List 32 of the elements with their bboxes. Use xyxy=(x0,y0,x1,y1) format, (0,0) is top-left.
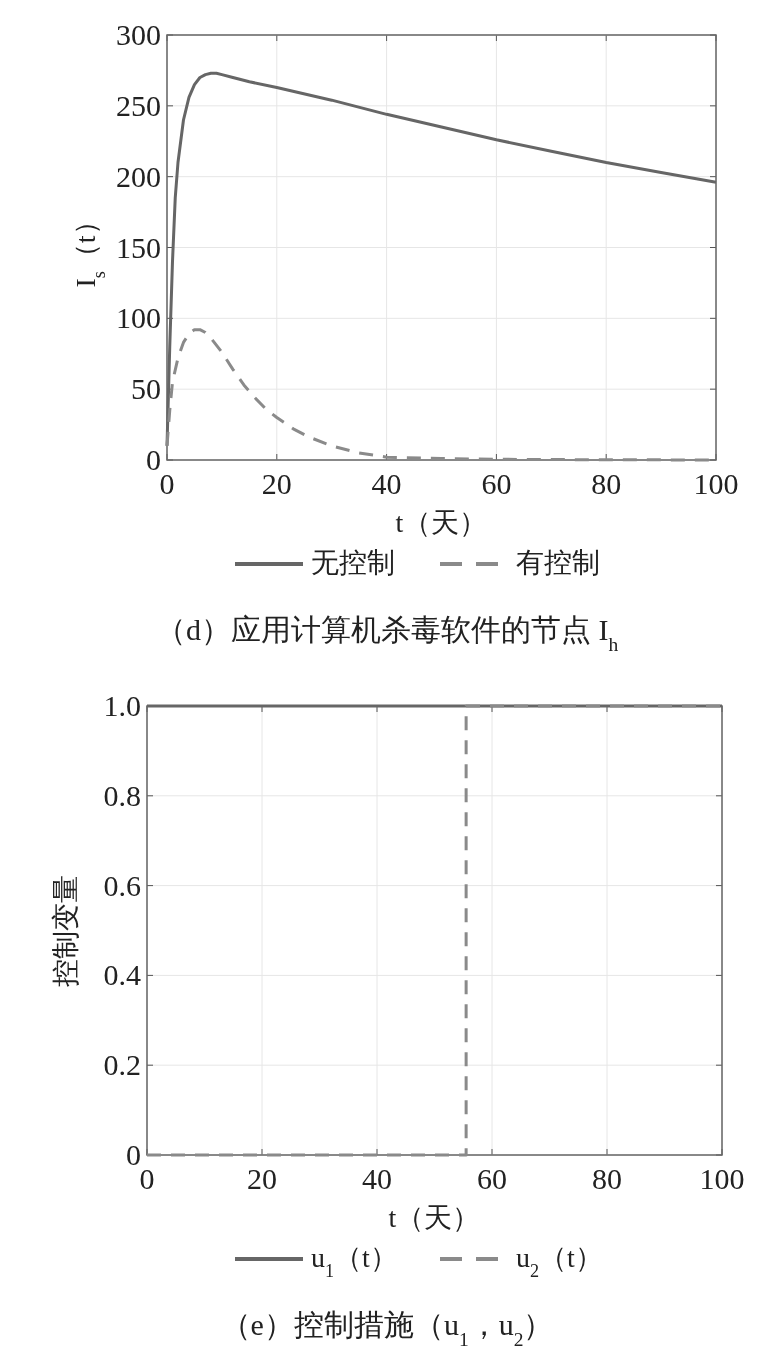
y-tick-label: 200 xyxy=(116,159,161,193)
x-tick-label: 40 xyxy=(371,467,402,500)
x-tick-label: 20 xyxy=(261,467,292,500)
y-tick-label: 50 xyxy=(131,372,161,406)
y-tick-label: 0.6 xyxy=(103,868,141,902)
x-tick-label: 80 xyxy=(591,467,622,500)
text: （e）控制措施（u$_{1}$，u$_{2}$） xyxy=(220,1308,554,1350)
x-tick-label: 100 xyxy=(699,1162,745,1195)
text: （d）应用计算机杀毒软件的节点 I$_{h}$ xyxy=(155,613,619,655)
x-tick-label: 20 xyxy=(247,1162,277,1195)
legend-label: 无控制 xyxy=(311,547,395,578)
x-axis-title: t（天） xyxy=(388,1202,481,1233)
y-tick-label: 0.2 xyxy=(103,1048,141,1082)
y-axis-title: 控制变量 xyxy=(50,874,81,987)
y-tick-label: 150 xyxy=(116,230,161,264)
legend-label: u$_{1}$（t） xyxy=(311,1242,398,1281)
y-tick-label: 300 xyxy=(116,18,161,51)
x-axis-title: t（天） xyxy=(395,507,488,538)
y-tick-label: 0 xyxy=(126,1138,141,1171)
x-tick-label: 60 xyxy=(481,467,512,500)
legend-label: 有控制 xyxy=(516,547,600,578)
x-tick-label: 60 xyxy=(477,1162,507,1195)
x-tick-label: 40 xyxy=(362,1162,392,1195)
legend-label: u$_{2}$（t） xyxy=(516,1242,603,1281)
y-tick-label: 0 xyxy=(146,443,161,476)
x-tick-label: 100 xyxy=(693,467,739,500)
y-tick-label: 0.4 xyxy=(103,958,141,992)
y-tick-label: 100 xyxy=(116,301,161,335)
y-tick-label: 1.0 xyxy=(103,689,141,722)
y-tick-label: 0.8 xyxy=(103,778,141,812)
y-tick-label: 250 xyxy=(116,88,161,122)
x-tick-label: 80 xyxy=(592,1162,622,1195)
